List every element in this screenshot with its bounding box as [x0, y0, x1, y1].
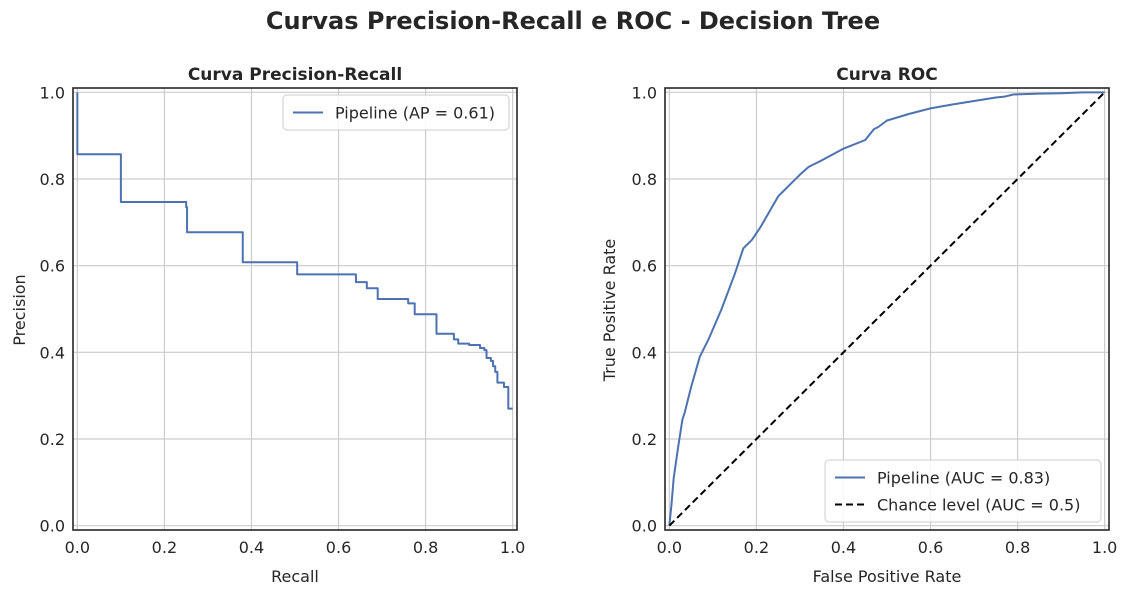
roc-y-tick-label: 0.8 [632, 170, 657, 189]
pr-legend-label-0: Pipeline (AP = 0.61) [335, 104, 495, 123]
roc-series-line-0 [668, 91, 1105, 526]
roc-x-tick-label: 0.8 [1005, 538, 1030, 557]
roc-legend-label-1: Chance level (AUC = 0.5) [877, 496, 1080, 515]
roc-x-tick-label: 0.6 [918, 538, 943, 557]
pr-legend-box [282, 94, 510, 131]
roc-y-tick-label: 0.6 [632, 257, 657, 276]
roc-y-tick-label: 0.4 [632, 343, 657, 362]
pr-x-tick-label: 1.0 [500, 538, 525, 557]
roc-legend: Pipeline (AUC = 0.83) Chance level (AUC =… [824, 459, 1102, 523]
roc-y-tick-label: 0.2 [632, 430, 657, 449]
roc-x-tick-label: 0.0 [657, 538, 682, 557]
pr-y-tick-label: 0.2 [40, 430, 65, 449]
pr-y-tick-label: 1.0 [40, 83, 65, 102]
roc-x-tick-label: 1.0 [1092, 538, 1117, 557]
figure-suptitle: Curvas Precision-Recall e ROC - Decision… [266, 7, 880, 35]
pr-x-tick-label: 0.2 [152, 538, 177, 557]
pr-x-tick-label: 0.0 [65, 538, 90, 557]
pr-curve-axes: Curva Precision-Recall Recall Precision … [10, 65, 525, 586]
roc-legend-label-0: Pipeline (AUC = 0.83) [877, 469, 1050, 488]
pr-y-tick-label: 0.6 [40, 257, 65, 276]
roc-axes-frame [664, 87, 1110, 531]
pr-x-tick-label: 0.6 [326, 538, 351, 557]
roc-x-tick-label: 0.2 [744, 538, 769, 557]
pr-x-tick-label: 0.4 [239, 538, 264, 557]
roc-x-axis-label: False Positive Rate [813, 567, 962, 586]
roc-x-tick-label: 0.4 [831, 538, 856, 557]
pr-y-tick-label: 0.0 [40, 517, 65, 536]
roc-legend-box [824, 459, 1102, 523]
pr-legend: Pipeline (AP = 0.61) [282, 94, 510, 131]
pr-x-tick-label: 0.8 [413, 538, 438, 557]
pr-x-axis-label: Recall [271, 567, 319, 586]
pr-axes-frame [72, 87, 518, 531]
pr-y-tick-label: 0.8 [40, 170, 65, 189]
pr-y-axis-label: Precision [10, 274, 29, 345]
roc-y-tick-label: 0.0 [632, 517, 657, 536]
roc-series-line-1 [668, 91, 1106, 527]
roc-curve-title: Curva ROC [836, 65, 937, 85]
pr-y-tick-label: 0.4 [40, 343, 65, 362]
pr-series-line-0 [76, 92, 513, 410]
roc-curve-axes: Curva ROC False Positive Rate True Posit… [600, 65, 1117, 586]
roc-y-axis-label: True Positive Rate [600, 239, 619, 383]
pr-curve-title: Curva Precision-Recall [188, 65, 402, 85]
roc-y-tick-label: 1.0 [632, 83, 657, 102]
